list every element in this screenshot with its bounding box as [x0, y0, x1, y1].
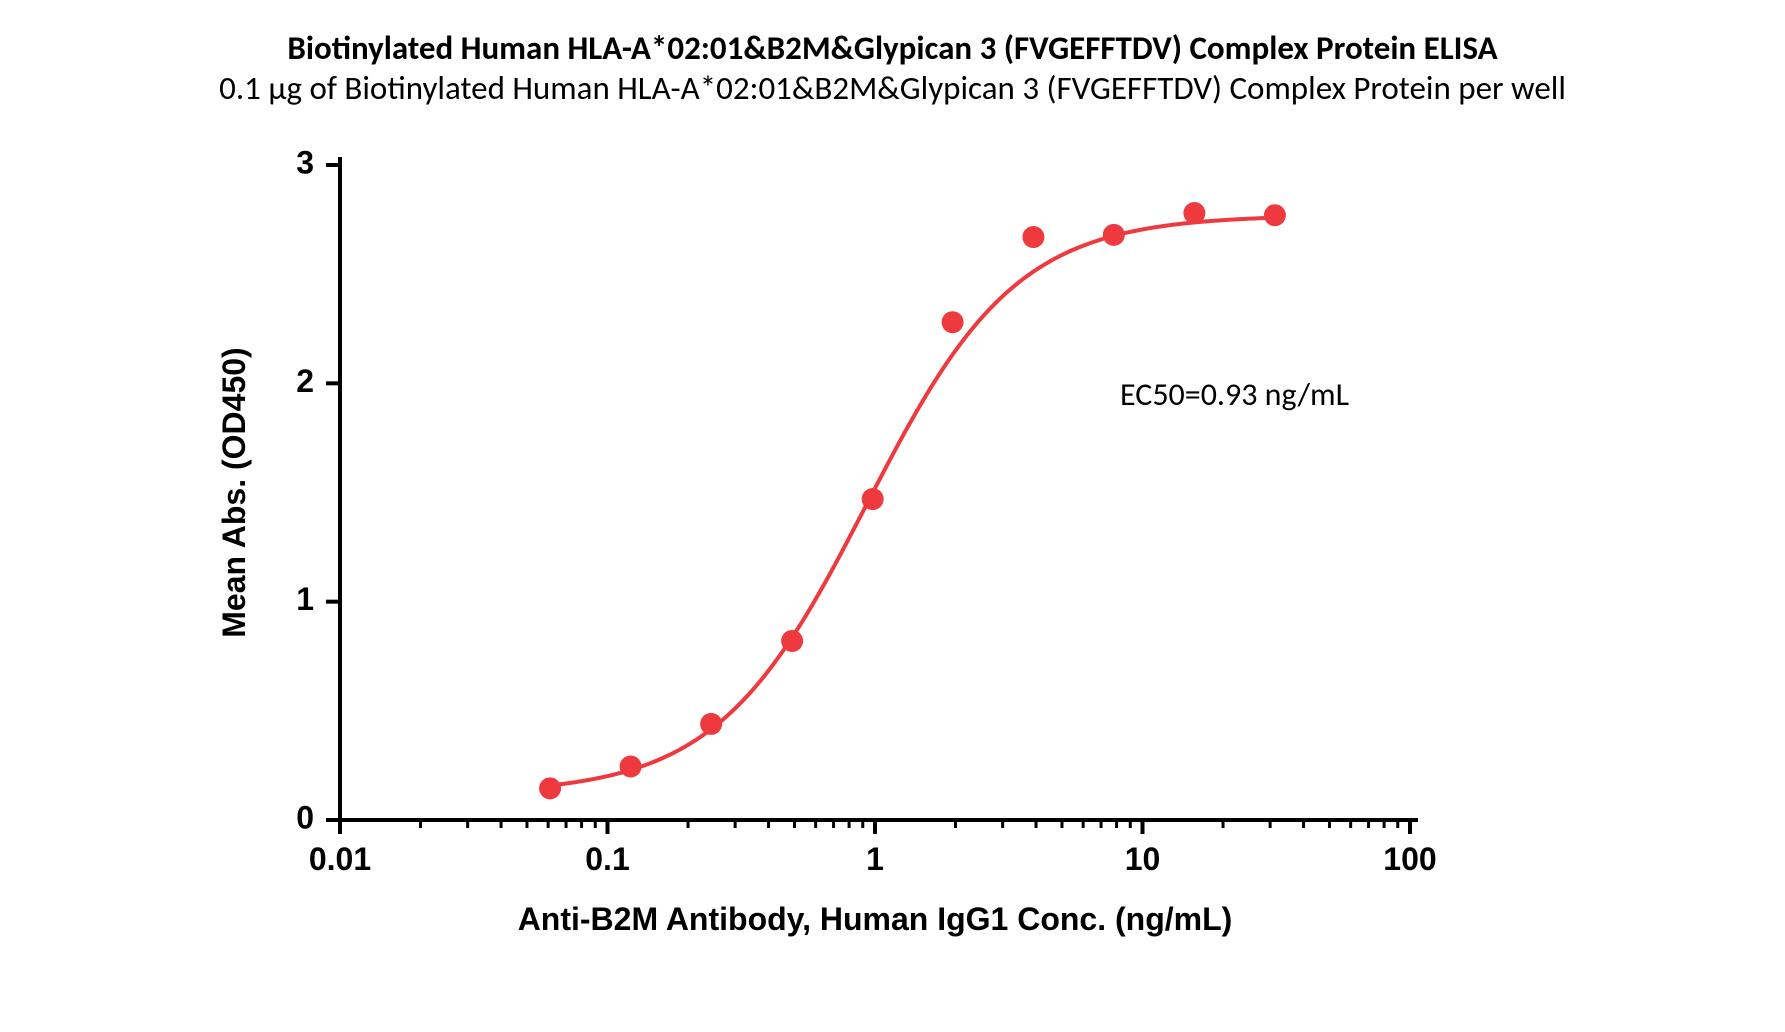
- data-point: [1103, 224, 1125, 246]
- elisa-chart: 0 1 2 3 0.01 0.1 1 10 100 Mean Abs. (OD450) Anti-B…: [140, 145, 1710, 1000]
- data-point: [700, 713, 722, 735]
- y-axis-label: Mean Abs. (OD450): [216, 347, 252, 637]
- fit-curve: [544, 218, 1280, 787]
- y-tick-label: 3: [296, 145, 314, 180]
- x-tick-label: 100: [1383, 841, 1436, 877]
- data-point: [1183, 202, 1205, 224]
- x-tick-label: 1: [866, 841, 884, 877]
- x-axis-label: Anti-B2M Antibody, Human IgG1 Conc. (ng/…: [518, 901, 1233, 937]
- y-tick-label: 2: [296, 363, 314, 399]
- data-point: [862, 488, 884, 510]
- y-tick-label: 0: [296, 799, 314, 835]
- chart-title-block: Biotinylated Human HLA-A*02:01&B2M&Glypi…: [0, 28, 1785, 108]
- ec50-annotation: EC50=0.93 ng/mL: [1120, 375, 1349, 414]
- x-tick-label: 0.01: [309, 841, 371, 877]
- y-tick-label: 1: [296, 581, 314, 617]
- chart-title: Biotinylated Human HLA-A*02:01&B2M&Glypi…: [0, 28, 1785, 68]
- data-point: [539, 777, 561, 799]
- data-point: [1022, 226, 1044, 248]
- data-point: [781, 630, 803, 652]
- chart-subtitle: 0.1 μg of Biotinylated Human HLA-A*02:01…: [0, 68, 1785, 108]
- data-point: [942, 311, 964, 333]
- data-point: [620, 756, 642, 778]
- x-tick-label: 0.1: [585, 841, 629, 877]
- x-tick-label: 10: [1125, 841, 1161, 877]
- data-point: [1264, 204, 1286, 226]
